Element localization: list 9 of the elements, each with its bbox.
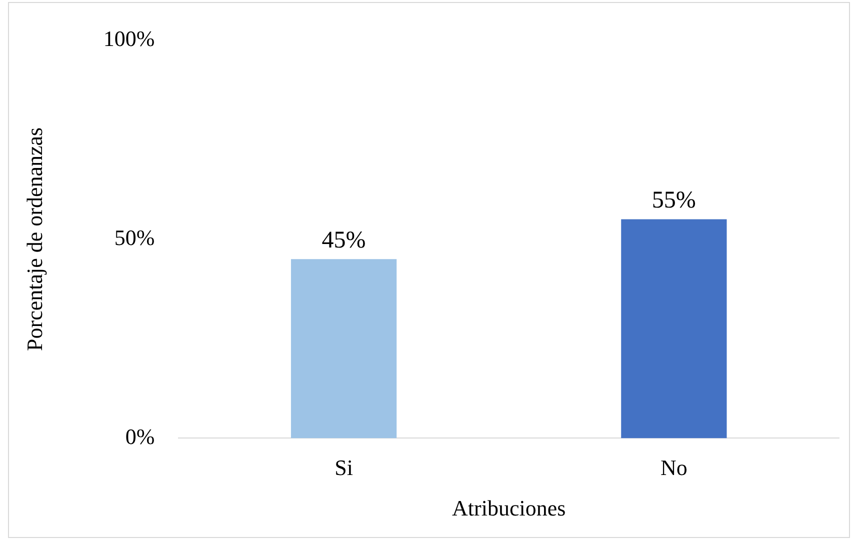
y-axis-title: Porcentaje de ordenanzas: [22, 127, 47, 351]
x-tick-label: Si: [334, 455, 353, 480]
x-axis-title: Atribuciones: [452, 496, 566, 521]
x-tick-label: No: [660, 455, 688, 480]
data-label: 45%: [322, 227, 366, 254]
y-tick-label: 0%: [125, 424, 155, 449]
y-tick-label: 100%: [103, 26, 155, 51]
data-label: 55%: [652, 188, 696, 214]
y-tick-label: 50%: [114, 224, 155, 250]
